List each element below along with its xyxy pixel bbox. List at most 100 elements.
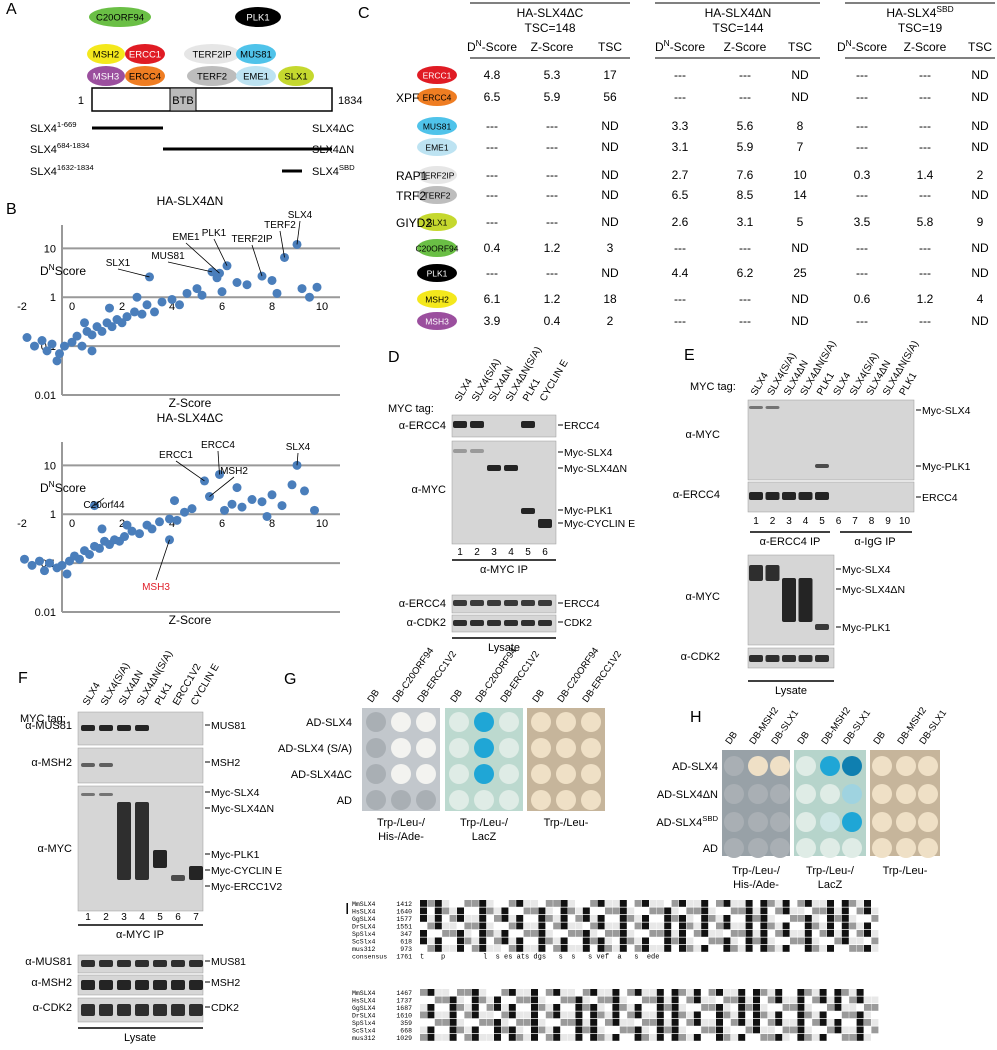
residue	[479, 915, 487, 922]
sequence-start: 1577	[396, 916, 412, 923]
residue	[464, 1026, 472, 1034]
residue	[597, 1004, 605, 1011]
residue	[471, 915, 479, 922]
lane-number: 4	[803, 516, 809, 527]
residue	[723, 937, 731, 945]
residue	[619, 907, 627, 915]
plate-label: Trp-/Leu-/	[377, 817, 426, 829]
protein-label: C20ORF94	[416, 244, 459, 254]
residue	[605, 1019, 612, 1026]
residue	[531, 1011, 538, 1019]
residue	[427, 1026, 435, 1034]
residue	[716, 1019, 723, 1026]
residue	[494, 1034, 501, 1041]
residue	[812, 907, 820, 915]
residue	[730, 900, 738, 907]
residue	[656, 989, 664, 996]
band	[487, 465, 501, 471]
lane-number: 2	[474, 547, 480, 558]
table-cell: ---	[486, 215, 498, 229]
sequence-name: HsSLX4	[352, 998, 376, 1005]
residue	[664, 915, 672, 922]
residue	[738, 1004, 746, 1011]
residue	[605, 922, 612, 930]
residue	[442, 907, 450, 915]
residue	[545, 915, 553, 922]
residue	[457, 1019, 464, 1026]
residue	[760, 900, 768, 907]
residue	[553, 989, 561, 996]
sequence-name: GgSLX4	[352, 1005, 376, 1012]
residue	[745, 996, 753, 1004]
residue	[523, 1034, 531, 1041]
colony	[556, 790, 576, 810]
point	[85, 549, 94, 559]
table-cell: 9	[977, 215, 984, 229]
column-label: DB	[530, 688, 547, 705]
residue	[523, 900, 531, 907]
residue	[671, 915, 679, 922]
residue	[464, 1011, 472, 1019]
residue	[701, 945, 709, 952]
residue	[486, 945, 494, 952]
colony	[474, 712, 494, 732]
residue	[597, 922, 605, 930]
construct-alias: SLX4ΔC	[312, 123, 354, 135]
column-label: DB	[871, 730, 888, 747]
residue	[486, 1004, 494, 1011]
blot	[451, 440, 557, 545]
residue	[619, 996, 627, 1004]
band-label: Myc-SLX4	[922, 405, 971, 417]
residue	[560, 989, 568, 996]
residue	[753, 937, 760, 945]
residue	[671, 996, 679, 1004]
residue	[679, 930, 686, 937]
residue	[767, 1011, 775, 1019]
band	[765, 406, 780, 409]
residue	[627, 1019, 635, 1026]
residue	[782, 930, 790, 937]
residue	[590, 922, 598, 930]
construct-label-part: SLX4	[30, 144, 57, 156]
residue	[790, 930, 797, 937]
residue	[716, 1004, 723, 1011]
band	[153, 1004, 167, 1016]
residue	[671, 1004, 679, 1011]
lane-number: 8	[869, 516, 875, 527]
antibody-label: α-MSH2	[31, 757, 72, 769]
residue	[420, 930, 427, 937]
residue	[716, 1034, 723, 1041]
table-cell: ---	[919, 90, 931, 104]
lane-number: 5	[525, 547, 531, 558]
residue	[590, 930, 598, 937]
residue	[782, 1019, 790, 1026]
residue	[834, 1026, 842, 1034]
residue	[841, 930, 849, 937]
colony	[391, 738, 411, 758]
y-tick-label: 1	[50, 292, 56, 304]
point	[155, 517, 164, 527]
residue	[612, 1019, 620, 1026]
band-label: Myc-CYCLIN E	[211, 865, 282, 877]
residue	[804, 1004, 812, 1011]
residue	[723, 1011, 731, 1019]
residue	[508, 1026, 516, 1034]
table-cell: ND	[971, 68, 989, 82]
residue	[575, 1011, 583, 1019]
residue	[723, 1026, 731, 1034]
residue	[612, 1004, 620, 1011]
table-cell: 3.3	[672, 119, 689, 133]
band	[135, 980, 149, 990]
residue	[856, 989, 864, 996]
residue	[457, 1026, 464, 1034]
residue	[553, 945, 561, 952]
table-cell: 1.2	[544, 292, 561, 306]
residue	[679, 900, 686, 907]
colony	[748, 812, 768, 832]
residue	[501, 915, 509, 922]
residue	[753, 915, 760, 922]
colony	[842, 812, 862, 832]
colony	[724, 812, 744, 832]
protein-label: SLX1	[284, 72, 307, 83]
band	[798, 578, 813, 622]
